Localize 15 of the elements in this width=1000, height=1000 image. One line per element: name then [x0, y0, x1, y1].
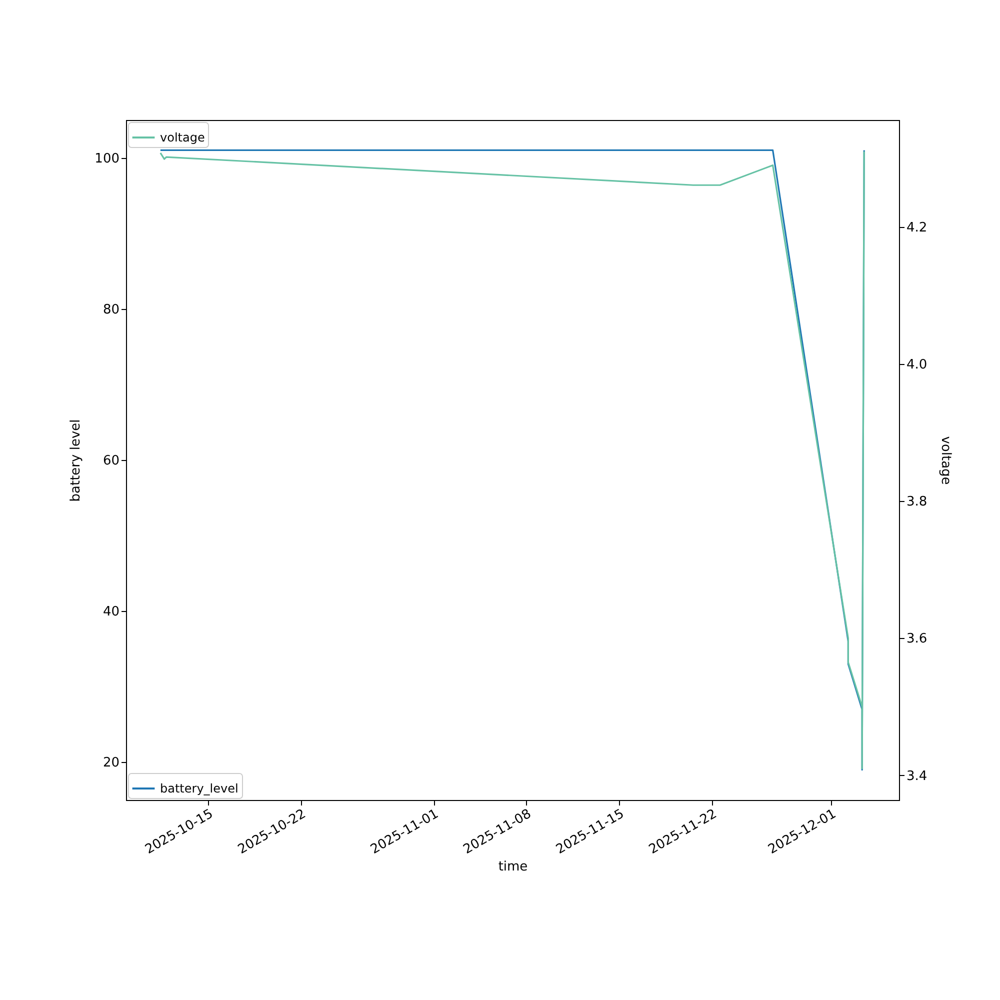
y2-tick-label: 3.4	[906, 768, 928, 784]
y2-tick-label: 4.2	[906, 220, 928, 236]
y-axis-title: battery level	[68, 419, 84, 502]
y-tick-label: 60	[102, 454, 120, 468]
y2-tick-label: 3.8	[906, 494, 928, 510]
y-tick-label: 100	[94, 151, 120, 166]
y-tick-label: 20	[102, 756, 120, 771]
legend-label: voltage	[160, 130, 205, 144]
y2-tick-label: 4.0	[906, 358, 928, 373]
legend-label: battery_level	[160, 782, 238, 796]
x-axis-title: time	[498, 860, 528, 875]
y-tick-label: 80	[102, 302, 120, 318]
y-tick-label: 40	[102, 604, 120, 620]
y2-tick-label: 3.6	[906, 632, 928, 647]
y2-axis-title: voltage	[938, 436, 954, 485]
